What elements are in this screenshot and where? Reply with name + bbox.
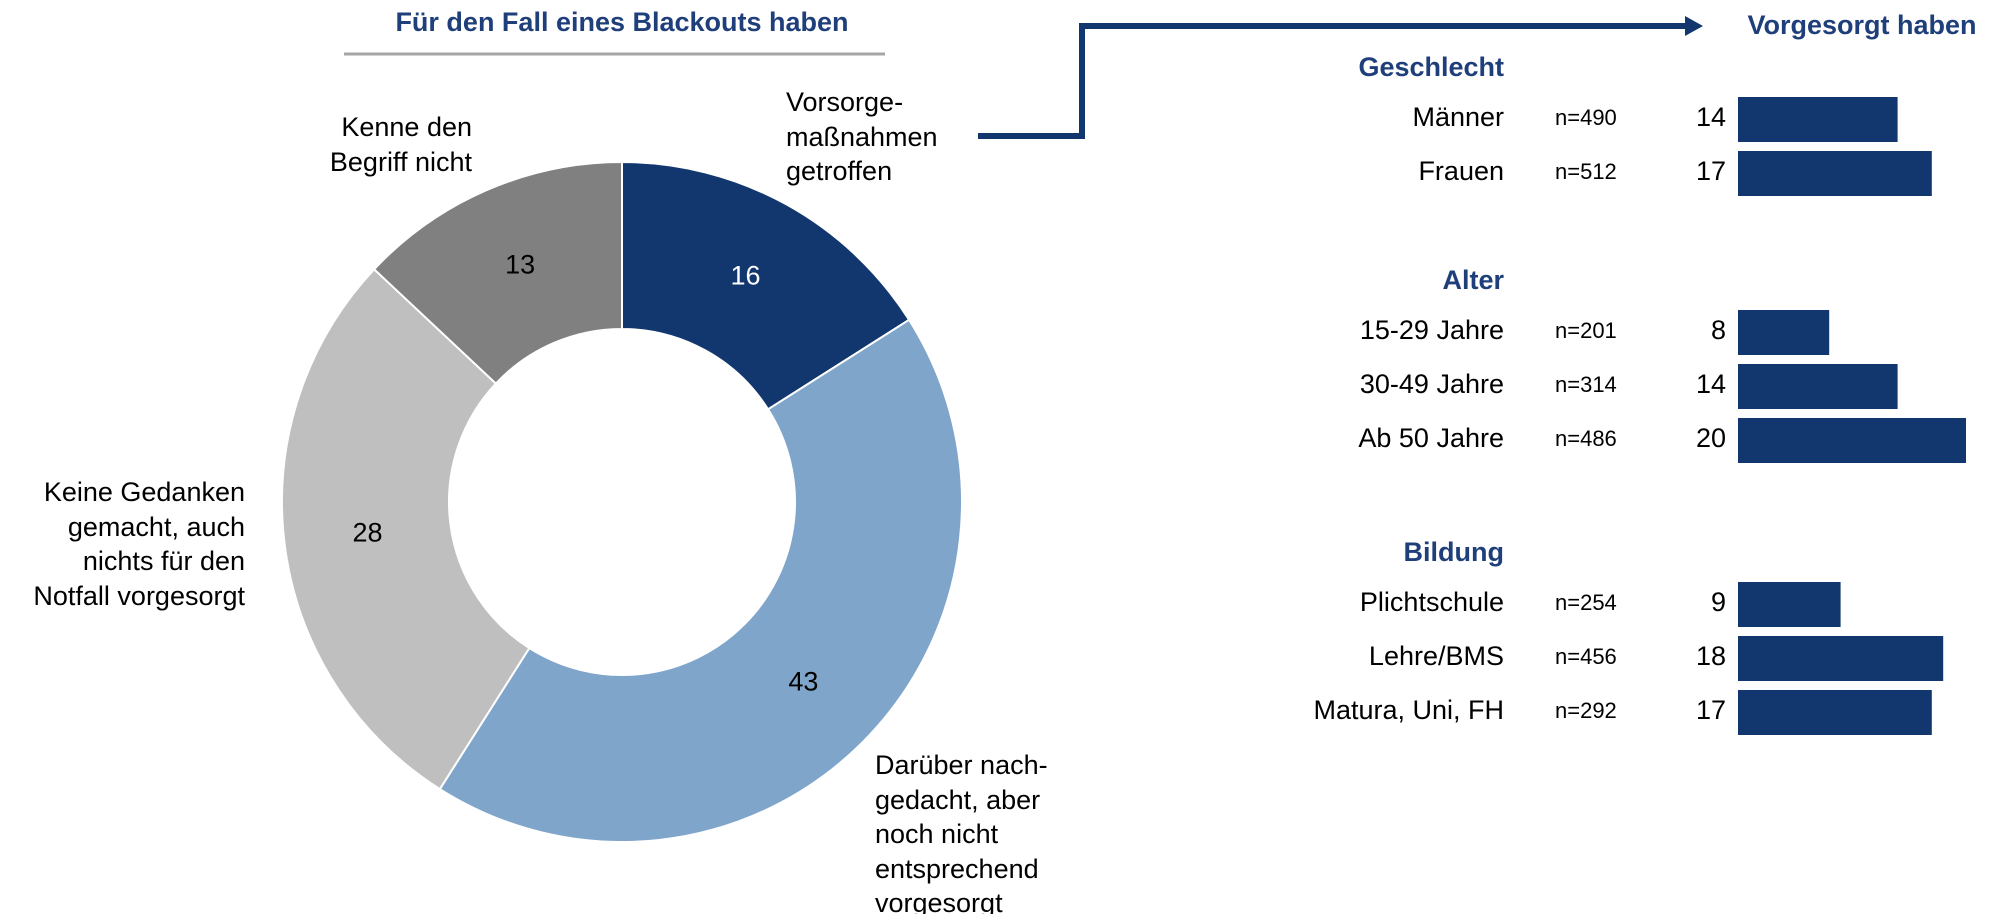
row-label: 30-49 Jahre bbox=[1360, 369, 1504, 399]
data-label: 20 bbox=[1696, 423, 1726, 453]
group-header: Alter bbox=[1442, 265, 1504, 295]
data-label: 16 bbox=[731, 260, 761, 290]
slice-label: Kenne den Begriff nicht bbox=[329, 112, 472, 177]
data-label: 14 bbox=[1696, 369, 1726, 399]
bar bbox=[1738, 151, 1932, 196]
data-label: 28 bbox=[352, 517, 382, 547]
sample-size: n=314 bbox=[1555, 372, 1617, 397]
data-label: 43 bbox=[788, 666, 818, 696]
group-header: Geschlecht bbox=[1358, 52, 1504, 82]
slice-label: Darüber nach- gedacht, aber noch nicht e… bbox=[875, 750, 1048, 914]
row-label: 15-29 Jahre bbox=[1360, 315, 1504, 345]
data-label: 17 bbox=[1696, 695, 1726, 725]
row-label: Plichtschule bbox=[1360, 587, 1504, 617]
row-label: Lehre/BMS bbox=[1369, 641, 1504, 671]
bar-title: Vorgesorgt haben bbox=[1747, 10, 1976, 40]
slice-label: Keine Gedanken gemacht, auch nichts für … bbox=[33, 477, 245, 611]
sample-size: n=512 bbox=[1555, 159, 1617, 184]
group-header: Bildung bbox=[1404, 537, 1504, 567]
bar bbox=[1738, 690, 1932, 735]
data-label: 17 bbox=[1696, 156, 1726, 186]
chart-title: Für den Fall eines Blackouts haben bbox=[395, 7, 848, 37]
sample-size: n=486 bbox=[1555, 426, 1617, 451]
sample-size: n=490 bbox=[1555, 105, 1617, 130]
donut-slice bbox=[621, 160, 911, 411]
row-label: Frauen bbox=[1418, 156, 1504, 186]
donut-slice bbox=[372, 160, 623, 385]
row-label: Männer bbox=[1412, 102, 1504, 132]
bar bbox=[1738, 636, 1944, 681]
bar bbox=[1738, 364, 1898, 409]
sample-size: n=456 bbox=[1555, 644, 1617, 669]
bar bbox=[1738, 97, 1898, 142]
bar bbox=[1738, 418, 1966, 463]
row-label: Ab 50 Jahre bbox=[1358, 423, 1504, 453]
connector-arrow bbox=[978, 23, 1685, 139]
sample-size: n=201 bbox=[1555, 318, 1617, 343]
arrow-head bbox=[1685, 16, 1703, 36]
row-label: Matura, Uni, FH bbox=[1313, 695, 1504, 725]
donut-slice bbox=[281, 267, 531, 791]
bar bbox=[1738, 582, 1841, 627]
sample-size: n=292 bbox=[1555, 698, 1617, 723]
data-label: 13 bbox=[505, 250, 535, 280]
donut-slice bbox=[438, 318, 963, 843]
data-label: 8 bbox=[1711, 315, 1726, 345]
bar bbox=[1738, 310, 1830, 355]
data-label: 18 bbox=[1696, 641, 1726, 671]
slice-label: Vorsorge- maßnahmen getroffen bbox=[786, 87, 938, 187]
data-label: 9 bbox=[1711, 587, 1726, 617]
sample-size: n=254 bbox=[1555, 590, 1617, 615]
data-label: 14 bbox=[1696, 102, 1726, 132]
